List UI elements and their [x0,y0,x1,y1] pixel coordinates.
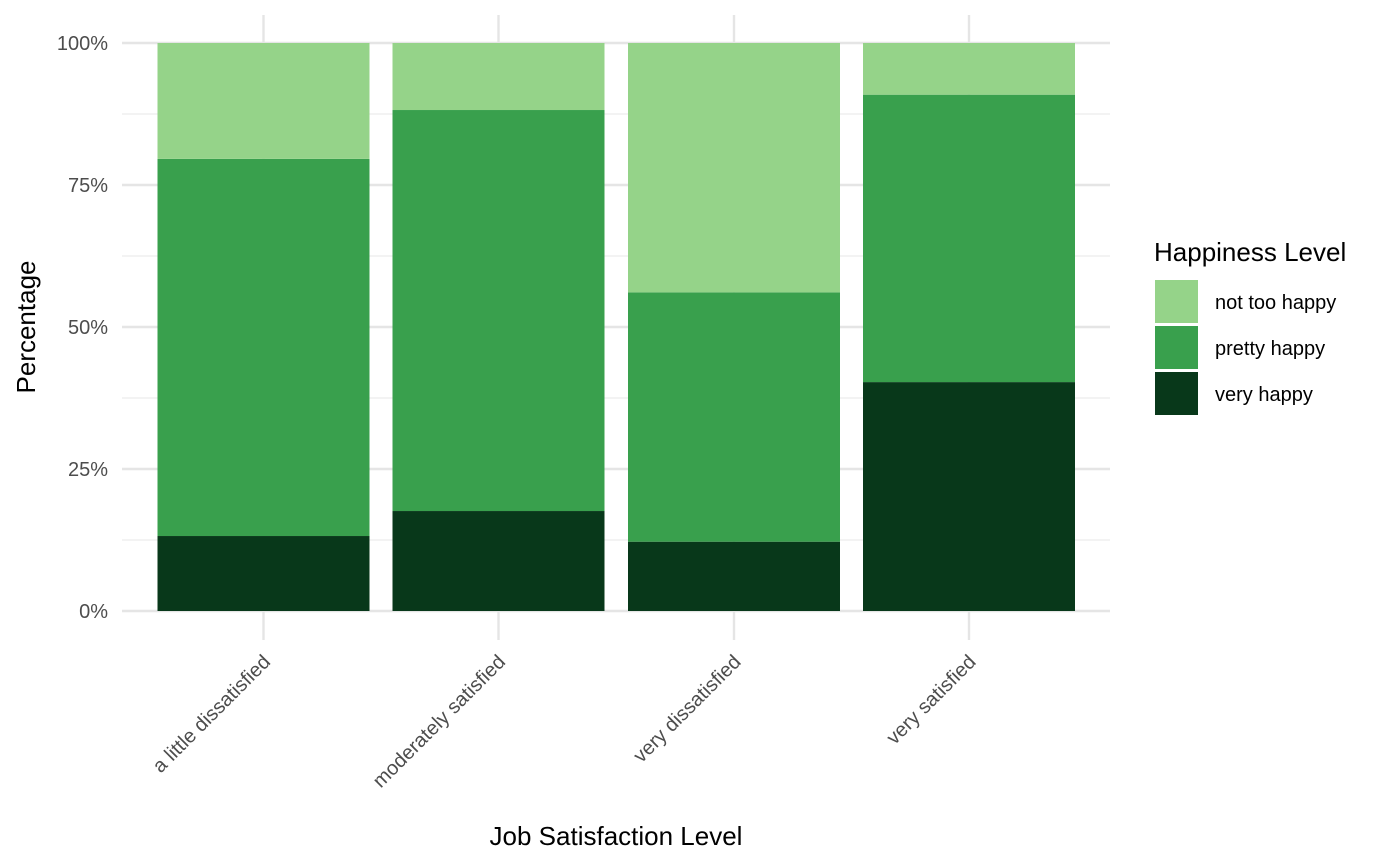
legend-title: Happiness Level [1154,237,1346,267]
bar-segment-not-too-happy [157,43,370,159]
y-axis-ticks: 0% 25% 50% 75% 100% [57,33,108,623]
bar-segment-very-happy [863,382,1075,611]
legend: Happiness Level not too happy pretty happ… [1154,237,1346,415]
y-tick-label: 25% [68,459,108,481]
x-tick-label: very dissatisfied [629,651,745,767]
x-axis-title: Job Satisfaction Level [490,821,743,851]
bars [157,43,1075,611]
bar-segment-pretty-happy [392,110,605,512]
x-tick-label: a little dissatisfied [149,651,275,777]
legend-label: not too happy [1215,292,1336,314]
bar-segment-pretty-happy [628,292,840,542]
legend-label: pretty happy [1215,338,1325,360]
y-tick-label: 0% [79,601,108,623]
x-axis-ticks: a little dissatisfied moderately satisfie… [149,651,981,792]
bar-segment-not-too-happy [392,43,605,111]
y-tick-label: 100% [57,33,108,55]
x-tick-label: moderately satisfied [369,651,510,792]
legend-swatch [1155,280,1198,323]
bar-segment-pretty-happy [863,94,1075,383]
bar-segment-very-happy [628,541,840,611]
x-tick-label: very satisfied [882,651,980,749]
legend-swatch [1155,372,1198,415]
bar-segment-pretty-happy [157,158,370,537]
y-axis-title: Percentage [11,261,41,394]
bar-segment-very-happy [157,536,370,611]
y-tick-label: 50% [68,317,108,339]
legend-label: very happy [1215,384,1313,406]
legend-swatch [1155,326,1198,369]
bar-segment-very-happy [392,511,605,611]
bar-segment-not-too-happy [628,43,840,293]
bar-segment-not-too-happy [863,43,1075,95]
y-tick-label: 75% [68,175,108,197]
